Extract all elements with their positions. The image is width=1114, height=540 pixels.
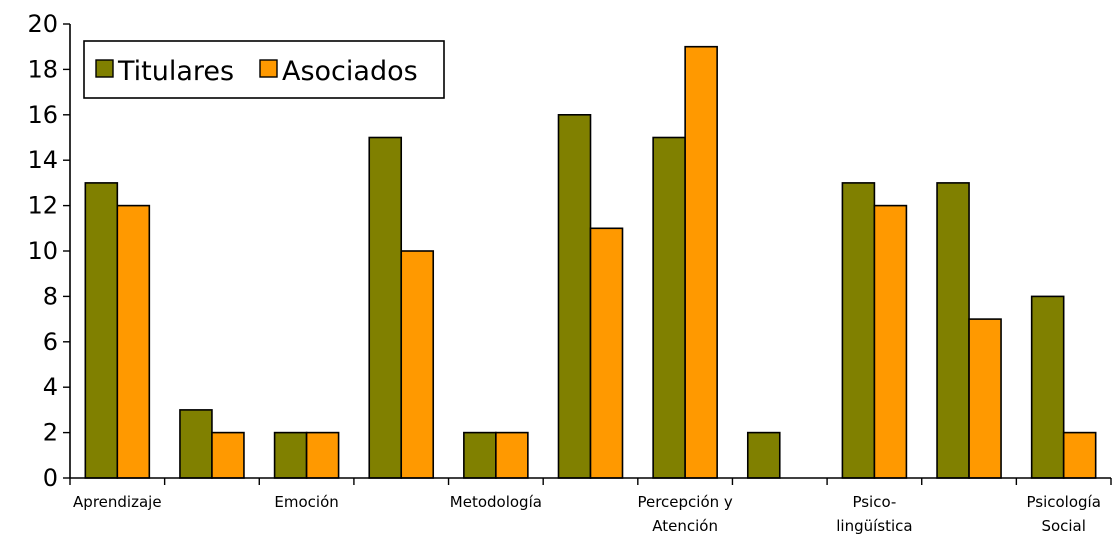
bar-asociados-6 (684, 45, 718, 479)
bar-asociados-10 (1062, 431, 1097, 479)
x-category-label-0: Aprendizaje (73, 493, 162, 511)
bar-asociados-5 (589, 227, 624, 479)
bar-titulares-1 (179, 409, 213, 479)
x-category-label-10: Psicología Social (1026, 493, 1100, 535)
bar-titulares-0 (84, 182, 119, 479)
bar-titulares-2 (273, 431, 308, 479)
y-tick-label-10: 10 (27, 237, 58, 265)
x-category-label-2: Emoción (274, 493, 338, 511)
bar-titulares-10 (1030, 295, 1065, 479)
bar-asociados-8 (873, 204, 908, 479)
bar-titulares-4 (463, 431, 497, 479)
bar-asociados-2 (305, 431, 340, 479)
y-tick-label-0: 0 (43, 464, 58, 492)
y-tick-label-20: 20 (27, 10, 58, 38)
legend: Titulares Asociados (83, 40, 445, 99)
x-category-label-8: Psico-lingüística (836, 493, 912, 535)
legend-swatch-asociados (259, 59, 278, 78)
y-tick-label-16: 16 (27, 101, 58, 129)
bar-titulares-8 (841, 182, 876, 479)
bar-asociados-4 (495, 431, 529, 479)
bar-titulares-7 (746, 431, 781, 479)
bar-asociados-9 (968, 318, 1002, 479)
bar-titulares-5 (557, 114, 592, 479)
y-tick-label-4: 4 (43, 373, 58, 401)
y-tick-label-14: 14 (27, 146, 58, 174)
y-tick-label-12: 12 (27, 192, 58, 220)
bar-asociados-1 (211, 431, 245, 479)
bar-asociados-0 (116, 204, 151, 479)
x-category-label-6: Percepción y Atención (637, 493, 732, 535)
bar-asociados-3 (400, 250, 435, 479)
legend-label-titulares: Titulares (117, 56, 234, 87)
x-category-label-4: Metodología (450, 493, 542, 511)
y-tick-label-6: 6 (43, 328, 58, 356)
bar-titulares-3 (368, 136, 403, 479)
y-tick-label-2: 2 (43, 419, 58, 447)
bar-titulares-6 (652, 136, 686, 479)
y-tick-label-8: 8 (43, 282, 58, 310)
bar-titulares-9 (936, 182, 970, 479)
legend-swatch-titulares (95, 59, 114, 78)
legend-label-asociados: Asociados (282, 56, 418, 87)
y-tick-label-18: 18 (27, 55, 58, 83)
